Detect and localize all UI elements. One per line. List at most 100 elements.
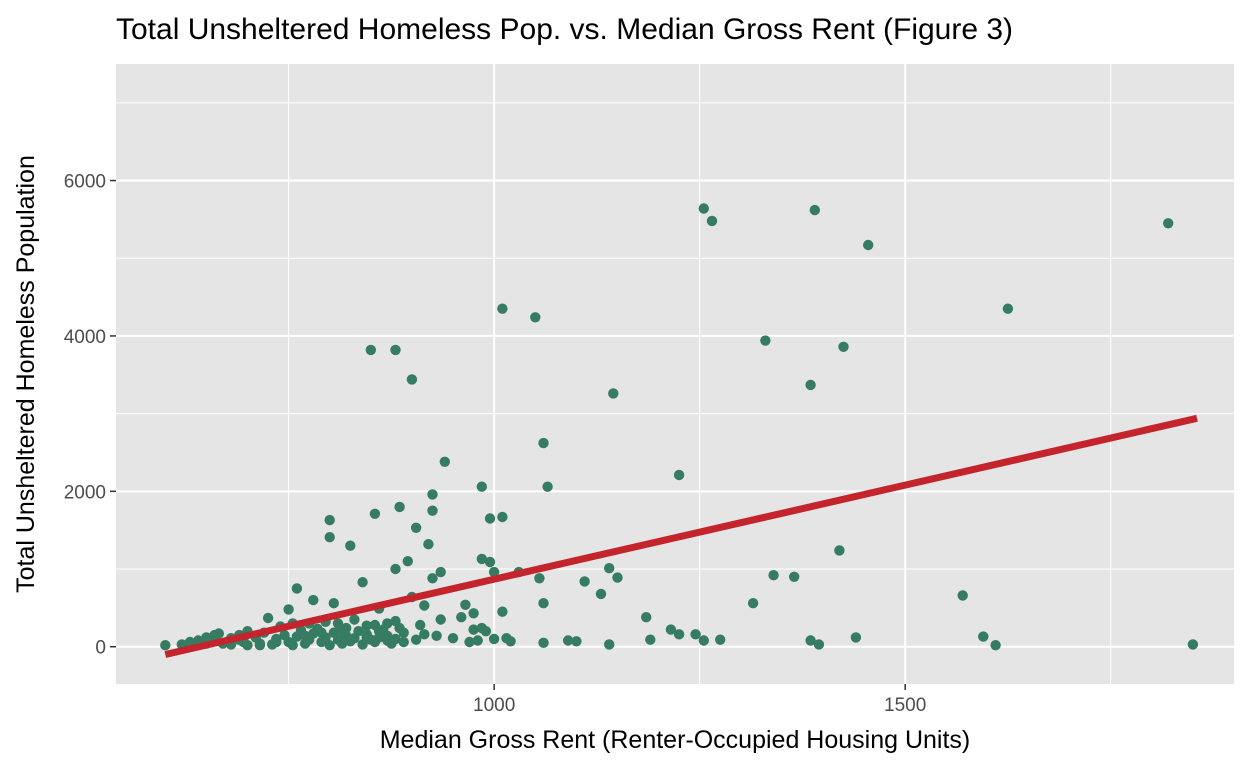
data-point <box>283 604 294 615</box>
data-point <box>353 626 364 637</box>
data-point <box>402 556 413 567</box>
data-point <box>345 540 356 551</box>
data-point <box>834 545 845 556</box>
data-point <box>1163 218 1174 229</box>
data-point <box>488 633 500 645</box>
y-tick-label: 4000 <box>64 327 106 348</box>
data-point <box>538 437 549 449</box>
data-point <box>324 532 335 543</box>
data-point <box>497 606 508 617</box>
y-axis-title: Total Unsheltered Homeless Population <box>12 155 40 593</box>
data-point <box>747 598 759 609</box>
data-point <box>813 639 825 650</box>
data-point <box>1002 303 1014 314</box>
data-point <box>706 215 718 227</box>
data-point <box>316 627 327 638</box>
data-point <box>324 640 335 651</box>
data-point <box>538 637 549 648</box>
y-tick-label: 2000 <box>64 482 106 503</box>
data-point <box>1187 639 1199 650</box>
data-point <box>427 573 438 584</box>
data-point <box>641 612 652 623</box>
x-tick-label: 1500 <box>884 695 926 716</box>
data-point <box>398 636 409 648</box>
minor-gridlines <box>116 64 1234 684</box>
y-axis-ticks: 0 2000 4000 6000 <box>64 172 116 659</box>
y-tick-label: 0 <box>95 638 106 659</box>
data-point <box>768 570 779 581</box>
data-point <box>476 553 487 565</box>
plot-panel <box>116 64 1234 684</box>
data-point <box>308 594 319 606</box>
data-point <box>805 635 816 646</box>
data-point <box>184 636 196 648</box>
data-point <box>390 615 401 627</box>
data-point <box>990 640 1001 651</box>
data-point <box>378 624 389 635</box>
data-point <box>760 335 771 346</box>
data-point <box>398 627 409 638</box>
data-point <box>850 632 862 643</box>
data-point <box>595 588 607 600</box>
data-point <box>673 629 685 640</box>
data-point <box>612 572 623 583</box>
data-point <box>390 344 401 356</box>
data-point <box>328 598 339 609</box>
data-point <box>665 624 677 635</box>
data-point <box>562 635 574 646</box>
major-gridlines <box>116 64 1234 684</box>
data-point <box>324 514 335 526</box>
data-point <box>427 489 438 500</box>
data-point <box>373 632 385 643</box>
data-point <box>456 612 467 623</box>
data-point <box>809 204 820 216</box>
data-point <box>698 635 709 646</box>
data-point <box>447 633 459 644</box>
x-tick-label: 1000 <box>473 695 515 716</box>
data-point <box>608 388 619 399</box>
data-point <box>497 303 508 314</box>
data-point <box>476 481 487 492</box>
data-point <box>978 631 989 642</box>
data-point <box>361 620 372 631</box>
x-axis-ticks: 1000 1500 <box>473 684 926 716</box>
data-point <box>394 501 405 513</box>
data-point <box>645 634 656 645</box>
data-point <box>341 622 352 634</box>
data-point <box>698 203 709 214</box>
data-point <box>838 341 849 352</box>
data-point <box>435 614 446 625</box>
data-point <box>505 636 516 647</box>
data-point <box>789 571 800 582</box>
data-point <box>419 629 430 640</box>
data-point <box>468 624 479 635</box>
data-point <box>571 636 582 647</box>
data-point <box>365 344 376 356</box>
data-point <box>390 633 401 645</box>
data-point <box>715 634 726 645</box>
y-tick-label: 6000 <box>64 172 106 193</box>
data-point <box>431 630 442 641</box>
data-point <box>287 640 298 651</box>
data-point <box>390 563 401 575</box>
data-point <box>488 566 500 578</box>
data-point <box>534 573 545 584</box>
data-point <box>435 566 446 578</box>
data-point <box>604 563 615 574</box>
data-point <box>349 614 360 625</box>
data-point <box>410 634 422 645</box>
data-point <box>299 630 311 641</box>
data-point <box>530 312 541 323</box>
trend-line-layer <box>164 414 1198 658</box>
data-point <box>419 600 430 611</box>
x-axis-title: Median Gross Rent (Renter-Occupied Housi… <box>380 726 971 754</box>
data-point <box>863 239 874 251</box>
data-point <box>332 618 344 629</box>
data-point <box>604 639 615 650</box>
chart-title: Total Unsheltered Homeless Pop. vs. Medi… <box>116 13 1013 46</box>
data-point <box>357 577 368 588</box>
data-point <box>468 608 479 619</box>
data-point <box>357 639 368 650</box>
data-point <box>336 638 348 649</box>
